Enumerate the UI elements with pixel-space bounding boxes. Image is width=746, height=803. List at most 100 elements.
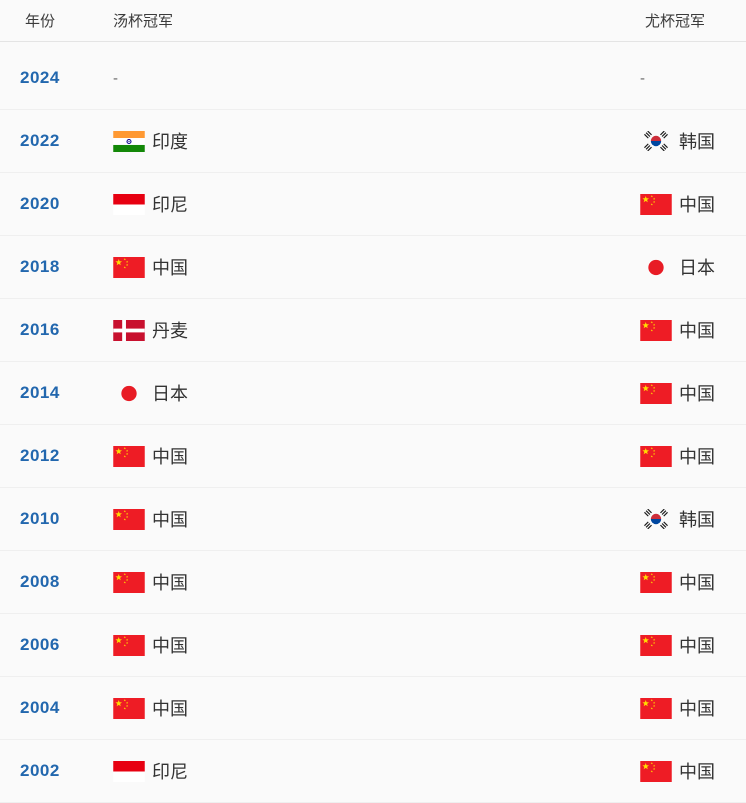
thomas-champion-label: -: [113, 69, 118, 87]
uber-cup-champion-cell: 韩国: [640, 128, 746, 154]
china-flag-icon: [640, 571, 672, 593]
uber-cup-champion-cell: -: [640, 70, 746, 87]
china-flag-icon: [640, 319, 672, 341]
denmark-flag-icon: [113, 319, 145, 341]
table-row: 2002 印尼 中国: [0, 740, 746, 803]
uber-cup-champion-cell: 中国: [640, 191, 746, 217]
table-row: 2010 中国 韩国: [0, 488, 746, 551]
thomas-champion-label: 中国: [152, 636, 188, 656]
table-row: 2018 中国 日本: [0, 236, 746, 299]
year-cell: 2014: [0, 383, 113, 403]
china-flag-icon: [113, 256, 145, 278]
china-flag-icon: [640, 760, 672, 782]
south-korea-flag-icon: [640, 509, 672, 530]
year-link[interactable]: 2010: [20, 509, 60, 528]
thomas-champion-label: 中国: [152, 447, 188, 467]
year-cell: 2020: [0, 194, 113, 214]
year-cell: 2012: [0, 446, 113, 466]
india-flag-icon: [113, 130, 145, 152]
uber-champion-label: 中国: [679, 699, 715, 719]
column-header-uber-cup-champion: 尤杯冠军: [645, 13, 706, 30]
uber-champion-label: -: [640, 69, 645, 87]
china-flag-icon: [640, 382, 672, 404]
thomas-champion-label: 丹麦: [152, 321, 188, 341]
year-cell: 2008: [0, 572, 113, 592]
year-link[interactable]: 2022: [20, 131, 60, 150]
thomas-champion-label: 中国: [152, 258, 188, 278]
china-flag-icon: [640, 445, 672, 467]
uber-cup-champion-cell: 中国: [640, 695, 746, 721]
uber-cup-champion-cell: 中国: [640, 380, 746, 406]
thomas-champion-label: 中国: [152, 573, 188, 593]
thomas-champion-label: 印尼: [152, 762, 188, 782]
uber-cup-champion-cell: 中国: [640, 632, 746, 658]
table-row: 2008 中国 中国: [0, 551, 746, 614]
uber-champion-label: 中国: [679, 195, 715, 215]
uber-cup-champion-cell: 中国: [640, 317, 746, 343]
year-cell: 2016: [0, 320, 113, 340]
thomas-cup-champion-cell: 印尼: [113, 191, 640, 217]
thomas-cup-champion-cell: 日本: [113, 380, 640, 406]
south-korea-flag-icon: [640, 131, 672, 152]
japan-flag-icon: [640, 257, 672, 278]
column-header-year: 年份: [25, 13, 56, 30]
thomas-cup-champion-cell: 中国: [113, 443, 640, 469]
year-link[interactable]: 2014: [20, 383, 60, 402]
thomas-cup-champion-cell: 印尼: [113, 758, 640, 784]
table-header: 年份 汤杯冠军 尤杯冠军: [0, 0, 746, 42]
china-flag-icon: [113, 508, 145, 530]
thomas-cup-champion-cell: 中国: [113, 254, 640, 280]
thomas-cup-champion-cell: 丹麦: [113, 317, 640, 343]
uber-cup-champion-cell: 中国: [640, 569, 746, 595]
table-body: 2024- -2022 印度 韩国 2020 印尼 中国 2018 中国 日本 2016 丹麦 中国 20…: [0, 42, 746, 803]
uber-cup-champion-cell: 中国: [640, 758, 746, 784]
thomas-cup-champion-cell: 中国: [113, 506, 640, 532]
uber-champion-label: 日本: [679, 258, 715, 278]
year-cell: 2018: [0, 257, 113, 277]
year-link[interactable]: 2008: [20, 572, 60, 591]
thomas-cup-champion-cell: 印度: [113, 128, 640, 154]
year-link[interactable]: 2016: [20, 320, 60, 339]
thomas-champion-label: 中国: [152, 699, 188, 719]
thomas-champion-label: 日本: [152, 384, 188, 404]
thomas-champion-label: 印尼: [152, 195, 188, 215]
china-flag-icon: [640, 193, 672, 215]
uber-champion-label: 中国: [679, 762, 715, 782]
page: { "table": { "columns": [ { "key": "year…: [0, 13, 746, 803]
uber-cup-champion-cell: 中国: [640, 443, 746, 469]
year-cell: 2006: [0, 635, 113, 655]
year-link[interactable]: 2002: [20, 761, 60, 780]
uber-champion-label: 韩国: [679, 132, 715, 152]
thomas-champion-label: 印度: [152, 132, 188, 152]
uber-champion-label: 中国: [679, 384, 715, 404]
china-flag-icon: [113, 697, 145, 719]
uber-champion-label: 中国: [679, 573, 715, 593]
indonesia-flag-icon: [113, 760, 145, 782]
uber-cup-champion-cell: 日本: [640, 254, 746, 280]
table-row: 2012 中国 中国: [0, 425, 746, 488]
thomas-cup-champion-cell: 中国: [113, 569, 640, 595]
table-row: 2024 - -: [0, 47, 746, 110]
indonesia-flag-icon: [113, 193, 145, 215]
year-cell: 2002: [0, 761, 113, 781]
uber-champion-label: 韩国: [679, 510, 715, 530]
table-row: 2016 丹麦 中国: [0, 299, 746, 362]
china-flag-icon: [640, 634, 672, 656]
year-link[interactable]: 2020: [20, 194, 60, 213]
year-link[interactable]: 2018: [20, 257, 60, 276]
thomas-champion-label: 中国: [152, 510, 188, 530]
year-cell: 2004: [0, 698, 113, 718]
year-link[interactable]: 2006: [20, 635, 60, 654]
china-flag-icon: [113, 634, 145, 656]
thomas-cup-champion-cell: -: [113, 70, 640, 87]
uber-champion-label: 中国: [679, 321, 715, 341]
year-link[interactable]: 2024: [20, 68, 60, 87]
year-link[interactable]: 2004: [20, 698, 60, 717]
table-row: 2020 印尼 中国: [0, 173, 746, 236]
column-header-thomas-cup-champion: 汤杯冠军: [113, 13, 174, 30]
uber-champion-label: 中国: [679, 636, 715, 656]
table-row: 2022 印度 韩国: [0, 110, 746, 173]
year-link[interactable]: 2012: [20, 446, 60, 465]
year-cell: 2024: [0, 68, 113, 88]
